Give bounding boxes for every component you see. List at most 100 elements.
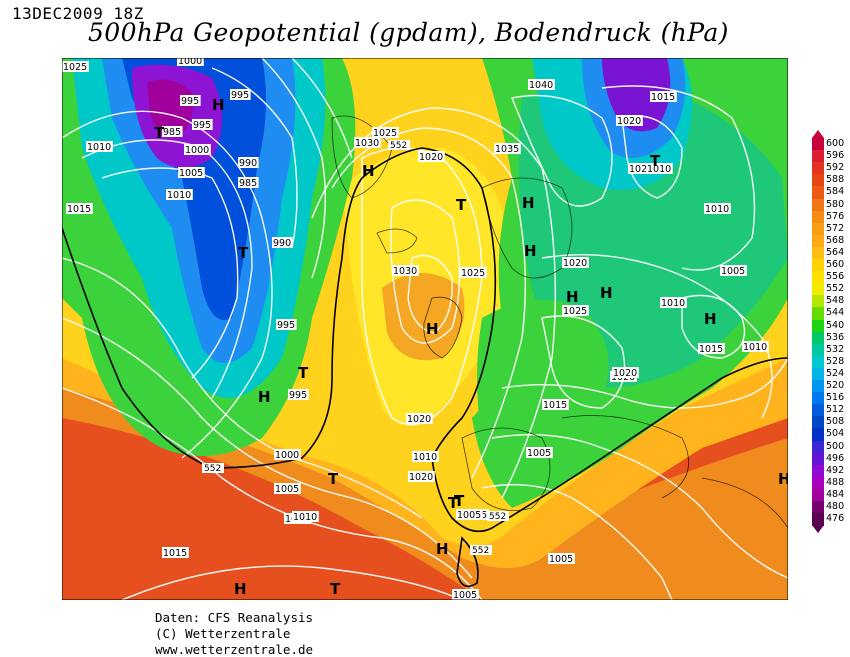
pressure-label: 1020: [408, 471, 435, 483]
field-magenta-west: [147, 79, 193, 138]
high-pressure-center: H: [704, 310, 717, 328]
svg-text:1020: 1020: [407, 414, 431, 425]
legend-label: 532: [826, 343, 845, 355]
pressure-label: 995: [276, 319, 297, 331]
legend-label: 548: [826, 295, 845, 307]
coast-mediterranean: [561, 415, 690, 499]
pressure-label: 990: [238, 157, 259, 169]
footer-website[interactable]: www.wetterzentrale.de: [155, 642, 314, 657]
datetime-label: 13DEC2009 18Z: [12, 4, 144, 23]
isobar: [491, 433, 788, 579]
legend-label: 504: [826, 428, 845, 440]
high-pressure-center: H: [566, 288, 579, 306]
map-title: 500hPa Geopotential (gpdam), Bodendruck …: [88, 18, 729, 47]
legend-swatch: [812, 452, 824, 466]
legend-arrow-bottom: [812, 525, 824, 534]
legend-swatch: [812, 367, 824, 381]
high-pressure-center: H: [522, 194, 535, 212]
legend-swatch: [812, 440, 824, 454]
legend-label: 524: [826, 367, 845, 379]
legend-swatch: [812, 138, 824, 151]
legend-swatch: [812, 428, 824, 441]
low-pressure-center: T: [328, 470, 339, 488]
legend-label: 536: [826, 331, 845, 343]
svg-text:1005: 1005: [275, 484, 299, 495]
pressure-label: 1025: [460, 267, 487, 279]
svg-text:1005: 1005: [179, 168, 203, 179]
legend-swatch: [812, 416, 824, 429]
contour-label-4: 552: [470, 545, 492, 556]
pressure-label: 985: [162, 126, 183, 138]
legend-swatch: [812, 380, 824, 393]
legend-swatch: [812, 295, 824, 308]
svg-text:1020: 1020: [409, 472, 433, 483]
low-pressure-center: T: [298, 364, 309, 382]
svg-text:1000: 1000: [275, 450, 299, 461]
pressure-label: 990: [272, 237, 293, 249]
svg-text:1010: 1010: [87, 142, 111, 153]
legend-label: 556: [826, 271, 845, 283]
svg-text:1010: 1010: [661, 298, 685, 309]
high-pressure-center: H: [234, 580, 247, 598]
svg-text:1020: 1020: [613, 368, 637, 379]
pressure-label: 1010: [660, 297, 687, 309]
legend-swatch: [812, 186, 824, 199]
pressure-label: 995: [288, 389, 309, 401]
svg-text:995: 995: [231, 90, 249, 101]
pressure-label: 1000: [184, 144, 211, 156]
legend-swatch: [812, 404, 824, 417]
pressure-label: 995: [192, 119, 213, 131]
svg-text:995: 995: [277, 320, 295, 331]
pressure-label: 1010: [292, 511, 319, 523]
pressure-label: 1015: [162, 547, 189, 559]
svg-text:1015: 1015: [163, 548, 187, 559]
pressure-label: 1010: [412, 451, 439, 463]
svg-text:1025: 1025: [563, 306, 587, 317]
legend-swatch: [812, 150, 824, 163]
pressure-label: 1010: [646, 163, 673, 175]
contour-labels: 552 552 552 552: [202, 140, 509, 556]
legend-label: 568: [826, 234, 845, 246]
svg-text:1010: 1010: [743, 342, 767, 353]
svg-text:1005: 1005: [457, 510, 481, 521]
pressure-label: 1000: [177, 58, 204, 67]
legend-label: 476: [826, 513, 845, 525]
legend-label: 528: [826, 355, 845, 367]
legend-label: 484: [826, 488, 845, 500]
legend-swatch: [812, 464, 824, 478]
pressure-label: 1005: [452, 589, 479, 600]
legend-swatch: [812, 162, 824, 175]
isobar: [501, 357, 788, 409]
pressure-labels: 1025 1000 995 995 985 995 1000 990 985 1010 1005 10…: [62, 58, 769, 600]
legend-swatch: [812, 501, 824, 514]
svg-text:1025: 1025: [373, 128, 397, 139]
svg-text:1040: 1040: [529, 80, 553, 91]
legend-label: 600: [826, 138, 845, 149]
svg-text:1000: 1000: [185, 145, 209, 156]
legend-label: 516: [826, 392, 845, 404]
legend-swatch: [812, 355, 824, 369]
pressure-label: 1020: [406, 413, 433, 425]
svg-text:990: 990: [239, 158, 257, 169]
svg-text:995: 995: [289, 390, 307, 401]
isobar: [541, 315, 626, 409]
legend-label: 588: [826, 174, 845, 186]
legend-swatch: [812, 210, 824, 224]
pressure-label: 1010: [86, 141, 113, 153]
svg-text:1010: 1010: [705, 204, 729, 215]
legend-label: 564: [826, 246, 845, 258]
pressure-label: 1020: [562, 257, 589, 269]
pressure-label: 1025: [62, 61, 89, 73]
svg-text:1005: 1005: [549, 554, 573, 565]
pressure-label: 1025: [372, 127, 399, 139]
svg-text:1025: 1025: [461, 268, 485, 279]
svg-text:990: 990: [273, 238, 291, 249]
high-pressure-center: H: [426, 320, 439, 338]
legend-swatch: [812, 392, 824, 405]
svg-text:995: 995: [181, 96, 199, 107]
legend-swatch: [812, 271, 824, 284]
pressure-label: 1015: [66, 203, 93, 215]
legend-swatch: [812, 513, 824, 526]
svg-text:1035: 1035: [495, 144, 519, 155]
high-pressure-center: H: [600, 284, 613, 302]
